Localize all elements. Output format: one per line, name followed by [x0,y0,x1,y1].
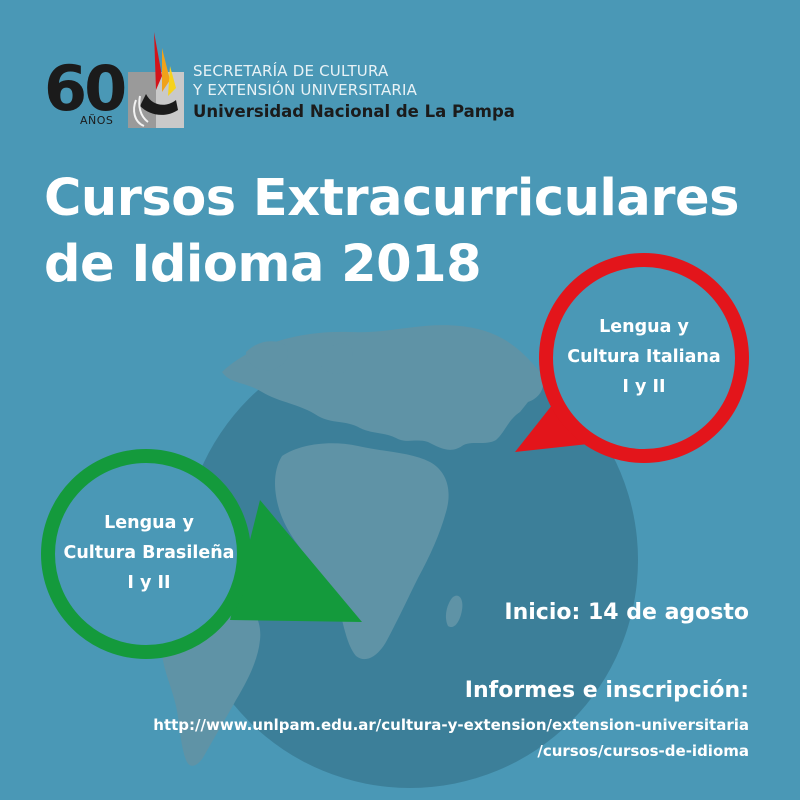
title-line-1: Cursos Extracurriculares [44,169,739,228]
anniversary-logo-word: AÑOS [80,114,114,127]
brazilian-line1: Lengua y [104,513,194,533]
italian-line1: Lengua y [599,317,689,337]
africa-landmass [275,443,449,660]
university-emblem-icon [128,32,184,128]
italian-line2: Cultura Italiana [567,347,721,367]
title-line-2: de Idioma 2018 [44,235,482,294]
secretaria-line-2: Y EXTENSIÓN UNIVERSITARIA [193,81,418,99]
start-date: Inicio: 14 de agosto [504,600,749,625]
url-line-2[interactable]: /cursos/cursos-de-idioma [537,742,749,760]
brazilian-line3: I y II [127,573,171,593]
green-pin-tail [230,500,362,622]
informes-label: Informes e inscripción: [464,678,749,703]
university-name: Universidad Nacional de La Pampa [193,102,515,121]
registration-url[interactable]: http://www.unlpam.edu.ar/cultura-y-exten… [153,712,749,764]
brazilian-course-label: Lengua y Cultura Brasileña I y II [44,508,254,598]
italian-course-label: Lengua y Cultura Italiana I y II [544,312,744,402]
north-landmass [246,341,289,371]
anniversary-logo-number: 60 [44,52,127,125]
eurasia-landmass [222,325,544,450]
institution-header: SECRETARÍA DE CULTURA Y EXTENSIÓN UNIVER… [193,62,515,124]
italian-line3: I y II [622,377,666,397]
secretaria-line-1: SECRETARÍA DE CULTURA [193,62,389,80]
scandinavia [318,343,353,374]
red-pin-ring [539,253,749,463]
green-pin-ring [41,449,251,659]
brazilian-line2: Cultura Brasileña [63,543,235,563]
url-line-1[interactable]: http://www.unlpam.edu.ar/cultura-y-exten… [153,716,749,734]
madagascar [445,595,463,628]
poster-title: Cursos Extracurriculares de Idioma 2018 [44,166,739,298]
